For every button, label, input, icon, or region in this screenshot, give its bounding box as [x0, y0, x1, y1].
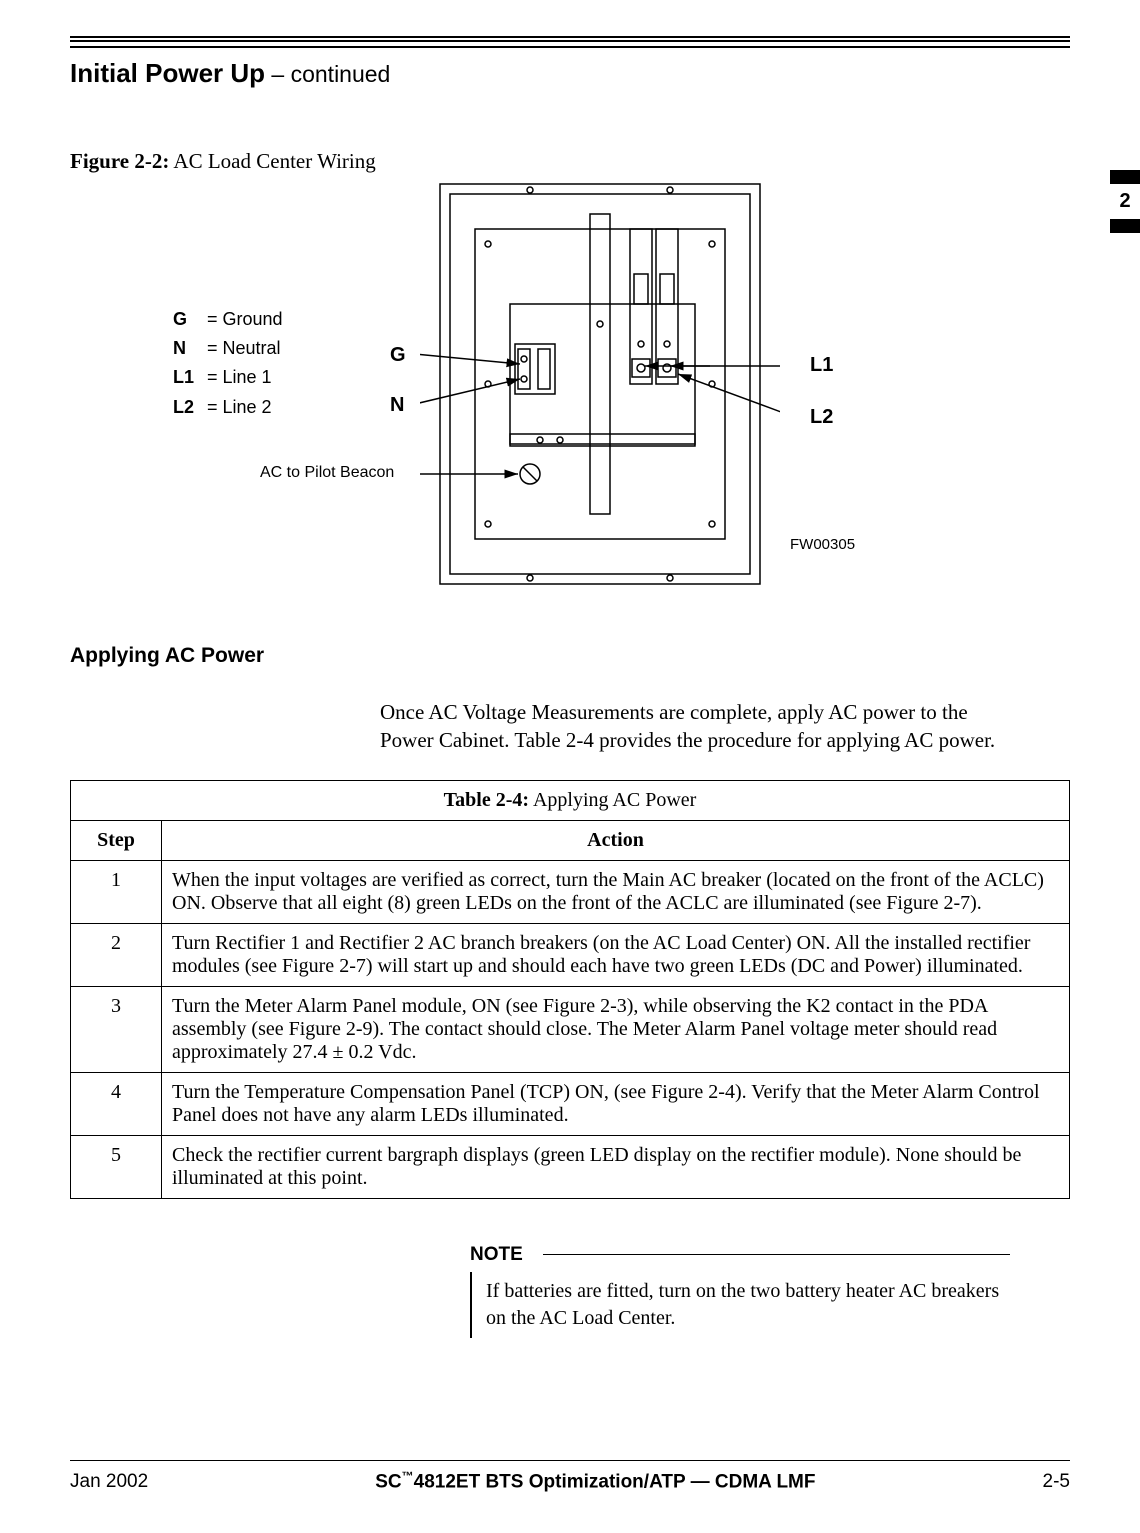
procedure-table: Table 2-4: Applying AC Power Step Action…: [70, 780, 1070, 1199]
legend-row: N= Neutral: [172, 335, 284, 362]
table-caption-label: Table 2-4:: [444, 789, 529, 811]
callout-pilot: AC to Pilot Beacon: [260, 464, 394, 482]
footer-tm: ™: [402, 1469, 414, 1483]
section-heading: Applying AC Power: [70, 644, 1070, 668]
table-row: 2 Turn Rectifier 1 and Rectifier 2 AC br…: [71, 923, 1070, 986]
chapter-number: 2: [1110, 184, 1140, 219]
action-cell: Check the rectifier current bargraph dis…: [162, 1135, 1070, 1198]
callout-g: G: [390, 344, 406, 367]
step-cell: 5: [71, 1135, 162, 1198]
figure-label: Figure 2-2:: [70, 149, 169, 173]
legend-key: N: [172, 335, 204, 362]
figure-caption-text: AC Load Center Wiring: [169, 149, 375, 173]
table-caption: Table 2-4: Applying AC Power: [70, 780, 1070, 820]
callout-l1: L1: [810, 354, 833, 377]
page-footer: Jan 2002 SC™4812ET BTS Optimization/ATP …: [70, 1460, 1070, 1493]
note-label: NOTE: [470, 1244, 543, 1266]
callout-n: N: [390, 394, 404, 417]
action-cell: Turn the Meter Alarm Panel module, ON (s…: [162, 986, 1070, 1072]
chapter-tab: 2: [1110, 170, 1140, 233]
step-cell: 1: [71, 860, 162, 923]
note-block: NOTE If batteries are fitted, turn on th…: [470, 1244, 1010, 1338]
footer-center-pre: SC: [375, 1471, 401, 1492]
legend-key: L2: [172, 394, 204, 421]
action-cell: When the input voltages are verified as …: [162, 860, 1070, 923]
legend-text: = Line 2: [206, 394, 284, 421]
step-cell: 4: [71, 1072, 162, 1135]
page: Initial Power Up – continued 2 Figure 2-…: [0, 0, 1140, 1533]
title-continued: – continued: [265, 61, 390, 87]
figure-caption: Figure 2-2: AC Load Center Wiring: [70, 149, 1070, 174]
note-body: If batteries are fitted, turn on the two…: [470, 1272, 1010, 1338]
legend-text: = Ground: [206, 306, 284, 333]
legend-row: L1= Line 1: [172, 364, 284, 391]
header-rule: [70, 40, 1070, 48]
figure-fw-id: FW00305: [790, 536, 855, 553]
action-cell: Turn the Temperature Compensation Panel …: [162, 1072, 1070, 1135]
legend-key: G: [172, 306, 204, 333]
footer-date: Jan 2002: [70, 1471, 148, 1493]
legend-text: = Line 1: [206, 364, 284, 391]
title-main: Initial Power Up: [70, 58, 265, 88]
callout-l2: L2: [810, 406, 833, 429]
legend-row: G= Ground: [172, 306, 284, 333]
step-cell: 3: [71, 986, 162, 1072]
figure-area: G= Ground N= Neutral L1= Line 1 L2= Line…: [70, 174, 1070, 604]
table-row: 5 Check the rectifier current bargraph d…: [71, 1135, 1070, 1198]
action-cell: Turn Rectifier 1 and Rectifier 2 AC bran…: [162, 923, 1070, 986]
footer-page-number: 2-5: [1043, 1471, 1070, 1493]
legend-text: = Neutral: [206, 335, 284, 362]
col-action: Action: [162, 820, 1070, 860]
footer-row: Jan 2002 SC™4812ET BTS Optimization/ATP …: [70, 1469, 1070, 1493]
tab-bar-bottom: [1110, 219, 1140, 233]
legend-row: L2= Line 2: [172, 394, 284, 421]
legend-table: G= Ground N= Neutral L1= Line 1 L2= Line…: [170, 304, 286, 423]
table-row: 3 Turn the Meter Alarm Panel module, ON …: [71, 986, 1070, 1072]
note-header: NOTE: [470, 1244, 1010, 1266]
table-caption-text: Applying AC Power: [529, 789, 696, 811]
body-paragraph: Once AC Voltage Measurements are complet…: [380, 698, 1010, 755]
footer-center-post: 4812ET BTS Optimization/ATP — CDMA LMF: [414, 1471, 816, 1492]
legend-key: L1: [172, 364, 204, 391]
footer-rule: [70, 1460, 1070, 1461]
tab-bar-top: [1110, 170, 1140, 184]
page-title: Initial Power Up – continued: [70, 58, 1070, 89]
load-center-diagram: [420, 174, 780, 604]
figure-legend: G= Ground N= Neutral L1= Line 1 L2= Line…: [170, 304, 286, 423]
step-cell: 2: [71, 923, 162, 986]
table-row: 4 Turn the Temperature Compensation Pane…: [71, 1072, 1070, 1135]
col-step: Step: [71, 820, 162, 860]
table-row: 1 When the input voltages are verified a…: [71, 860, 1070, 923]
footer-doc-title: SC™4812ET BTS Optimization/ATP — CDMA LM…: [375, 1469, 815, 1493]
note-rule: [543, 1254, 1010, 1255]
